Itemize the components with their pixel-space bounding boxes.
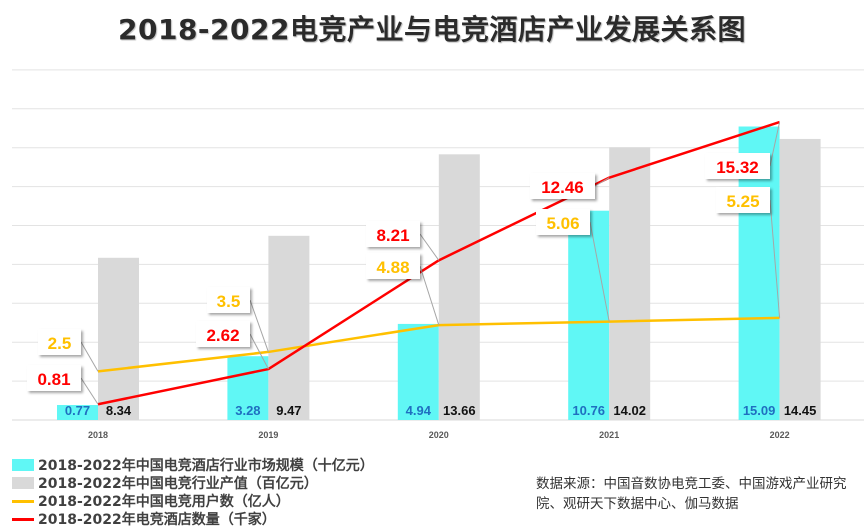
callout-box	[366, 253, 420, 279]
bar-esports-output-2018	[98, 257, 139, 420]
data-source-note: 数据来源：中国音数协电竞工委、中国游戏产业研究院、观研天下数据中心、伽马数据	[536, 476, 847, 512]
data-label-hotel-count: 0.81	[37, 370, 70, 389]
data-label-users: 2.5	[48, 334, 72, 353]
legend-swatch	[12, 517, 34, 521]
callout-box	[530, 173, 595, 199]
callout-leader	[80, 377, 99, 405]
legend-item-hotel-count: 2018-2022年电竞酒店数量（千家）	[12, 510, 374, 528]
callout-box	[716, 187, 770, 213]
callout-box	[196, 321, 250, 347]
callout-leader	[249, 299, 269, 353]
bar-hotel-market-2021	[568, 210, 610, 420]
callout-leader	[594, 177, 610, 187]
legend-swatch	[12, 499, 34, 503]
bar-label-hotel-market: 0.77	[65, 403, 90, 418]
data-label-hotel-count: 12.46	[541, 178, 584, 197]
chart-plot: 0.77 8.34 2018 3.28 9.47 2019 4.94 13.66 2020 10.…	[12, 69, 864, 440]
callout-leader	[249, 333, 269, 370]
data-label-hotel-count: 2.62	[206, 326, 239, 345]
x-tick-label: 2018	[88, 430, 108, 440]
bar-hotel-market-2019	[227, 356, 269, 420]
bar-label-hotel-market: 3.28	[235, 403, 260, 418]
callout-leader	[769, 199, 781, 318]
data-label-hotel-count: 8.21	[376, 226, 409, 245]
callout-leader	[419, 265, 440, 326]
callout-box	[366, 221, 420, 247]
callout-leader	[769, 121, 781, 167]
data-label-users: 4.88	[376, 258, 409, 277]
legend-label: 2018-2022年中国电竞酒店行业市场规模（十亿元）	[38, 458, 374, 474]
bar-label-esports-output: 14.45	[784, 403, 817, 418]
bar-hotel-market-2018	[57, 405, 98, 420]
bar-esports-output-2022	[779, 138, 821, 420]
legend-label: 2018-2022年中国电竞用户数（亿人）	[38, 494, 290, 510]
callout-leader	[419, 233, 440, 261]
bar-label-esports-output: 13.66	[443, 403, 476, 418]
bar-label-hotel-market: 15.09	[743, 403, 776, 418]
callout-box	[38, 329, 81, 355]
legend-item-users: 2018-2022年中国电竞用户数（亿人）	[12, 492, 374, 510]
legend-label: 2018-2022年电竞酒店数量（千家）	[38, 512, 276, 528]
x-tick-label: 2019	[258, 430, 278, 440]
callout-box	[207, 287, 250, 313]
bar-label-esports-output: 14.02	[613, 403, 646, 418]
x-tick-label: 2022	[770, 430, 790, 440]
bar-label-esports-output: 9.47	[276, 403, 301, 418]
legend-item-esports-output: 2018-2022年中国电竞行业产值（百亿元）	[12, 474, 374, 492]
x-tick-label: 2020	[429, 430, 449, 440]
legend-item-hotel-market: 2018-2022年中国电竞酒店行业市场规模（十亿元）	[12, 456, 374, 474]
legend: 2018-2022年中国电竞酒店行业市场规模（十亿元） 2018-2022年中国…	[12, 456, 374, 528]
x-tick-label: 2021	[599, 430, 619, 440]
data-label-hotel-count: 15.32	[716, 158, 759, 177]
data-label-users: 5.25	[726, 192, 759, 211]
callout-box	[705, 153, 770, 179]
bar-hotel-market-2020	[397, 323, 439, 420]
bar-esports-output-2019	[268, 235, 310, 420]
legend-label: 2018-2022年中国电竞行业产值（百亿元）	[38, 476, 318, 492]
bar-esports-output-2021	[609, 147, 651, 420]
chart-title: 2018-2022电竞产业与电竞酒店产业发展关系图	[118, 13, 746, 46]
data-label-users: 5.06	[546, 214, 579, 233]
bar-esports-output-2020	[438, 154, 480, 421]
callout-box	[536, 209, 590, 235]
callout-leader	[589, 221, 610, 322]
legend-swatch	[12, 477, 34, 489]
bar-label-hotel-market: 4.94	[406, 403, 432, 418]
callout-box	[27, 365, 81, 391]
callout-leader	[80, 341, 99, 372]
bar-label-esports-output: 8.34	[106, 403, 132, 418]
bar-label-hotel-market: 10.76	[572, 403, 605, 418]
data-label-users: 3.5	[217, 292, 241, 311]
legend-swatch	[12, 459, 34, 471]
